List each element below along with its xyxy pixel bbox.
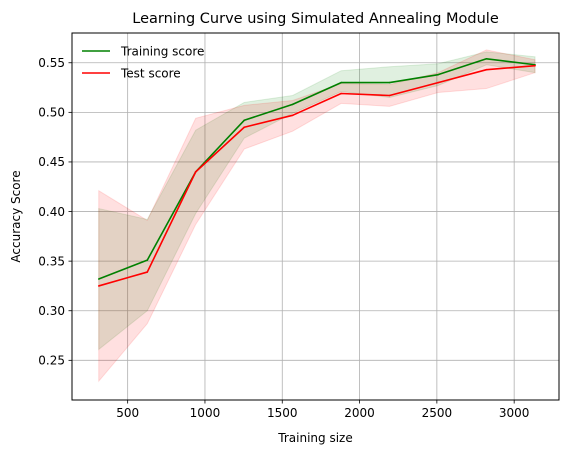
data-point-series-0 bbox=[437, 73, 439, 76]
data-point-series-1 bbox=[146, 271, 149, 273]
axis-ticks: 500 1000 1500 2000 2500 3000 0.25 0.30 0.35 0.40 0… bbox=[38, 56, 529, 420]
confidence-band-series-1 bbox=[98, 49, 536, 383]
data-point-series-1 bbox=[194, 171, 197, 173]
data-point-series-1 bbox=[291, 114, 294, 117]
x-axis-title: Training size bbox=[277, 431, 352, 445]
x-tick-label: 3000 bbox=[499, 406, 530, 420]
x-tick-label: 500 bbox=[116, 406, 139, 420]
legend: Training score Test score bbox=[82, 44, 204, 80]
data-point-series-1 bbox=[437, 81, 439, 84]
data-point-series-1 bbox=[534, 64, 536, 67]
data-point-series-0 bbox=[291, 103, 294, 106]
data-point-series-1 bbox=[388, 94, 391, 97]
data-point-series-0 bbox=[340, 81, 342, 84]
legend-label: Training score bbox=[120, 44, 204, 58]
data-point-series-1 bbox=[485, 68, 488, 71]
x-tick-label: 1000 bbox=[190, 406, 221, 420]
confidence-bands bbox=[98, 49, 536, 383]
x-tick-label: 2000 bbox=[344, 406, 375, 420]
data-point-series-0 bbox=[146, 259, 149, 261]
y-tick-label: 0.40 bbox=[38, 205, 65, 219]
data-point-series-1 bbox=[97, 285, 100, 287]
data-point-series-0 bbox=[243, 119, 246, 122]
y-tick-label: 0.50 bbox=[38, 106, 65, 120]
data-point-series-0 bbox=[485, 57, 488, 60]
y-axis-title: Accuracy Score bbox=[9, 170, 23, 262]
y-tick-label: 0.30 bbox=[38, 304, 65, 318]
chart-title: Learning Curve using Simulated Annealing… bbox=[132, 11, 499, 27]
x-tick-label: 2500 bbox=[422, 406, 453, 420]
series-line-1 bbox=[98, 64, 536, 287]
y-tick-label: 0.35 bbox=[38, 254, 65, 268]
series-line-0 bbox=[98, 57, 536, 280]
x-tick-label: 1500 bbox=[267, 406, 298, 420]
data-point-series-1 bbox=[243, 126, 246, 129]
data-point-series-1 bbox=[340, 92, 342, 95]
confidence-band-series-0 bbox=[98, 51, 536, 351]
legend-label: Test score bbox=[120, 66, 181, 80]
y-tick-label: 0.55 bbox=[38, 56, 65, 70]
series-lines bbox=[97, 57, 536, 287]
y-tick-label: 0.25 bbox=[38, 354, 65, 368]
data-point-series-0 bbox=[388, 81, 391, 84]
plot-frame bbox=[71, 32, 560, 401]
data-point-series-0 bbox=[97, 278, 100, 280]
y-tick-label: 0.45 bbox=[38, 155, 65, 169]
